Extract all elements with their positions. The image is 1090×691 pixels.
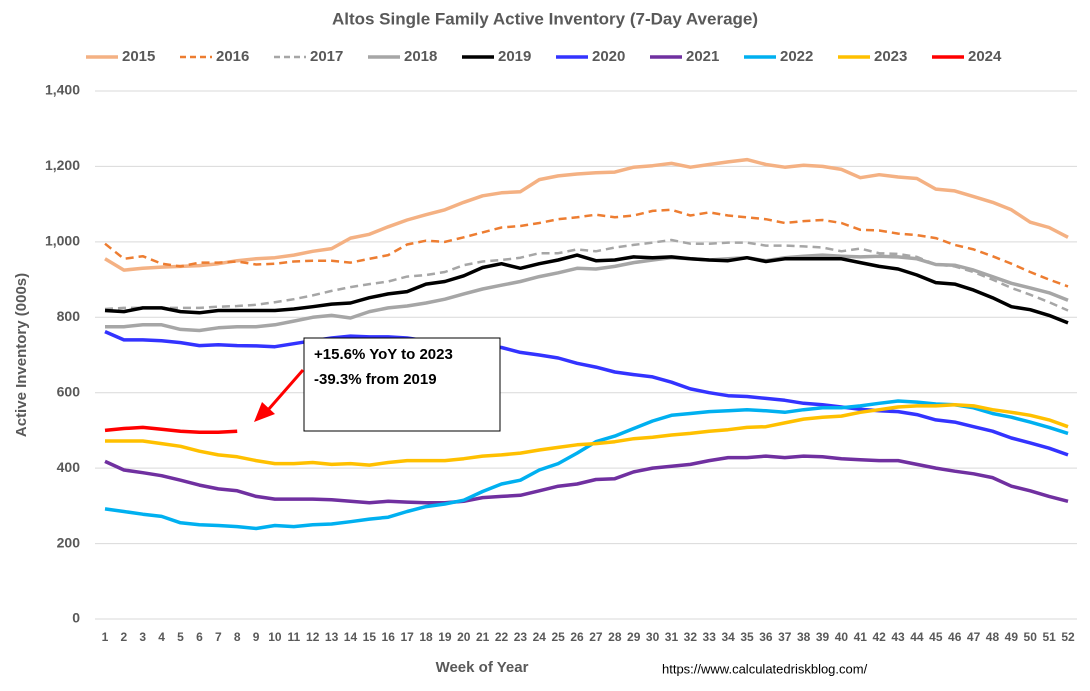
x-tick-label: 34 bbox=[721, 630, 735, 644]
x-tick-label: 36 bbox=[759, 630, 773, 644]
legend-label: 2019 bbox=[498, 48, 531, 65]
x-tick-label: 4 bbox=[158, 630, 165, 644]
legend-label: 2018 bbox=[404, 48, 437, 65]
x-tick-label: 16 bbox=[382, 630, 396, 644]
x-tick-label: 29 bbox=[627, 630, 641, 644]
x-tick-label: 6 bbox=[196, 630, 203, 644]
chart-title: Altos Single Family Active Inventory (7-… bbox=[332, 9, 758, 28]
annotation-box bbox=[303, 337, 501, 432]
series-line bbox=[104, 399, 1069, 531]
x-tick-label: 2 bbox=[121, 630, 128, 644]
legend-label: 2023 bbox=[874, 48, 907, 65]
x-tick-label: 12 bbox=[306, 630, 320, 644]
legend-label: 2021 bbox=[686, 48, 719, 65]
x-tick-label: 8 bbox=[234, 630, 241, 644]
x-tick-label: 19 bbox=[438, 630, 452, 644]
series-line bbox=[104, 157, 1069, 272]
y-tick-label: 600 bbox=[57, 383, 81, 399]
annotation-arrowhead bbox=[254, 402, 275, 422]
x-tick-label: 40 bbox=[835, 630, 849, 644]
x-tick-label: 13 bbox=[325, 630, 339, 644]
x-axis-title: Week of Year bbox=[436, 659, 529, 676]
x-tick-label: 52 bbox=[1061, 630, 1075, 644]
x-tick-label: 9 bbox=[253, 630, 260, 644]
x-tick-label: 20 bbox=[457, 630, 471, 644]
x-tick-label: 50 bbox=[1024, 630, 1038, 644]
annotation-text: -39.3% from 2019 bbox=[314, 371, 437, 388]
x-tick-label: 38 bbox=[797, 630, 811, 644]
annotation-text: +15.6% YoY to 2023 bbox=[314, 346, 453, 363]
x-tick-label: 11 bbox=[287, 630, 300, 644]
x-tick-label: 47 bbox=[967, 630, 981, 644]
x-tick-label: 21 bbox=[476, 630, 490, 644]
x-tick-label: 7 bbox=[215, 630, 222, 644]
y-tick-label: 200 bbox=[57, 534, 81, 550]
x-tick-label: 46 bbox=[948, 630, 962, 644]
x-tick-label: 1 bbox=[102, 630, 109, 644]
x-tick-label: 15 bbox=[363, 630, 377, 644]
x-tick-label: 26 bbox=[570, 630, 584, 644]
x-tick-label: 14 bbox=[344, 630, 358, 644]
x-tick-label: 39 bbox=[816, 630, 830, 644]
x-tick-label: 31 bbox=[665, 630, 679, 644]
x-tick-label: 22 bbox=[495, 630, 509, 644]
y-axis-title: Active Inventory (000s) bbox=[13, 273, 30, 437]
x-tick-label: 44 bbox=[910, 630, 924, 644]
legend-label: 2016 bbox=[216, 48, 249, 65]
x-tick-label: 49 bbox=[1005, 630, 1019, 644]
x-tick-label: 30 bbox=[646, 630, 660, 644]
x-tick-label: 28 bbox=[608, 630, 622, 644]
annotation-arrow bbox=[266, 369, 305, 411]
series-line bbox=[104, 208, 1069, 288]
x-tick-label: 41 bbox=[854, 630, 868, 644]
series-line bbox=[104, 425, 238, 435]
legend-label: 2020 bbox=[592, 48, 625, 65]
x-tick-label: 5 bbox=[177, 630, 184, 644]
x-tick-label: 10 bbox=[268, 630, 282, 644]
source: https://www.calculatedriskblog.com/ bbox=[662, 661, 868, 676]
x-tick-label: 23 bbox=[514, 630, 528, 644]
series-line bbox=[105, 253, 1069, 333]
x-tick-label: 42 bbox=[872, 630, 886, 644]
series-line bbox=[104, 253, 1069, 325]
y-tick-label: 0 bbox=[72, 610, 80, 626]
y-tick-label: 400 bbox=[57, 459, 81, 475]
legend-label: 2017 bbox=[310, 48, 343, 65]
x-tick-label: 3 bbox=[139, 630, 146, 644]
x-tick-label: 37 bbox=[778, 630, 792, 644]
y-tick-label: 800 bbox=[57, 308, 81, 324]
x-tick-label: 24 bbox=[533, 630, 547, 644]
y-tick-label: 1,400 bbox=[45, 82, 80, 98]
legend-label: 2024 bbox=[968, 48, 1002, 65]
series-line bbox=[104, 329, 1069, 457]
x-tick-label: 45 bbox=[929, 630, 943, 644]
x-tick-label: 18 bbox=[419, 630, 433, 644]
x-tick-label: 48 bbox=[986, 630, 1000, 644]
series-line bbox=[104, 238, 1069, 312]
x-tick-label: 25 bbox=[551, 630, 565, 644]
x-tick-label: 27 bbox=[589, 630, 603, 644]
x-tick-label: 35 bbox=[740, 630, 754, 644]
legend-label: 2022 bbox=[780, 48, 813, 65]
series-line bbox=[104, 454, 1069, 505]
x-tick-label: 33 bbox=[703, 630, 717, 644]
x-tick-label: 32 bbox=[684, 630, 698, 644]
series-line bbox=[105, 403, 1069, 467]
y-tick-label: 1,200 bbox=[45, 157, 80, 173]
legend-label: 2015 bbox=[122, 48, 155, 65]
x-tick-label: 17 bbox=[400, 630, 414, 644]
y-tick-label: 1,000 bbox=[45, 233, 80, 249]
x-tick-label: 43 bbox=[891, 630, 905, 644]
x-tick-label: 51 bbox=[1042, 630, 1056, 644]
